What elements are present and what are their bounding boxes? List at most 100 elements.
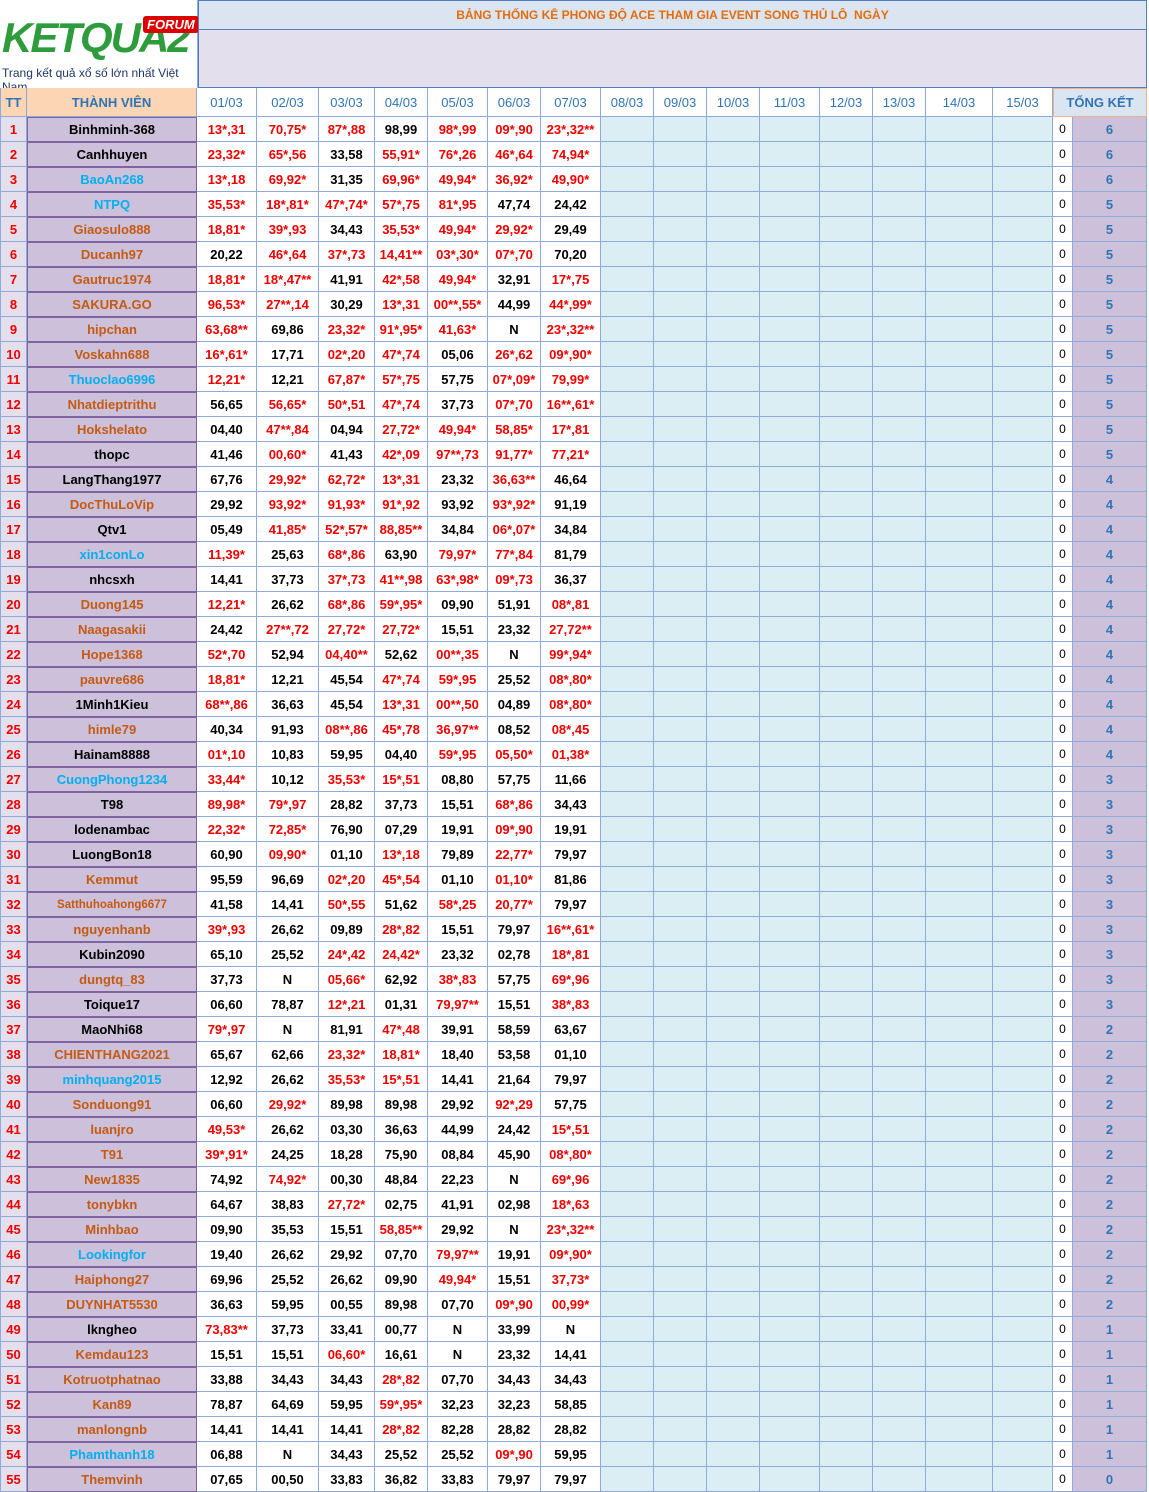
empty-cell: [873, 217, 926, 242]
empty-cell: [760, 617, 820, 642]
empty-cell: [873, 342, 926, 367]
result-cell: 24,42: [541, 192, 601, 217]
result-cell: 07,70: [428, 1367, 488, 1392]
result-cell: 38*,83: [541, 992, 601, 1017]
empty-cell: [820, 592, 873, 617]
result-cell: N: [257, 1442, 319, 1467]
empty-cell: [760, 167, 820, 192]
result-cell: 10,83: [257, 742, 319, 767]
empty-cell: [707, 967, 760, 992]
member-name: pauvre686: [27, 667, 197, 692]
result-cell: 09,90: [428, 592, 488, 617]
pending-count: 0: [1053, 592, 1073, 617]
row-number: 46: [0, 1242, 27, 1267]
result-cell: 25,63: [257, 542, 319, 567]
result-cell: 32,91: [488, 267, 541, 292]
member-name: Hope1368: [27, 642, 197, 667]
result-cell: 09,90: [197, 1217, 257, 1242]
result-cell: 79,97: [541, 842, 601, 867]
result-cell: 01*,10: [197, 742, 257, 767]
empty-cell: [873, 1442, 926, 1467]
empty-cell: [760, 667, 820, 692]
empty-cell: [601, 1067, 654, 1092]
empty-cell: [601, 1342, 654, 1367]
total-score: 5: [1073, 442, 1147, 467]
empty-cell: [820, 992, 873, 1017]
result-cell: 69,92*: [257, 167, 319, 192]
empty-cell: [707, 692, 760, 717]
result-cell: 79,89: [428, 842, 488, 867]
result-cell: 47*,74: [375, 392, 428, 417]
empty-cell: [926, 967, 993, 992]
empty-cell: [820, 167, 873, 192]
result-cell: 02,78: [488, 942, 541, 967]
empty-cell: [760, 567, 820, 592]
empty-cell: [654, 892, 707, 917]
member-name: Minhbao: [27, 1217, 197, 1242]
member-name: nguyenhanb: [27, 917, 197, 942]
result-cell: 26,62: [257, 1117, 319, 1142]
result-cell: 57,75: [428, 367, 488, 392]
result-cell: 15,51: [488, 1267, 541, 1292]
header-date: 08/03: [601, 88, 654, 117]
empty-cell: [760, 717, 820, 742]
result-cell: 25,52: [375, 1442, 428, 1467]
empty-cell: [601, 442, 654, 467]
empty-cell: [926, 1417, 993, 1442]
total-score: 4: [1073, 542, 1147, 567]
empty-cell: [820, 442, 873, 467]
empty-cell: [993, 517, 1053, 542]
empty-cell: [926, 992, 993, 1017]
result-cell: 29,92*: [257, 467, 319, 492]
result-cell: 27,72**: [541, 617, 601, 642]
pending-count: 0: [1053, 1392, 1073, 1417]
empty-cell: [601, 342, 654, 367]
row-number: 42: [0, 1142, 27, 1167]
empty-cell: [820, 142, 873, 167]
empty-cell: [993, 792, 1053, 817]
empty-cell: [820, 392, 873, 417]
result-cell: 53,58: [488, 1042, 541, 1067]
member-name: nhcsxh: [27, 567, 197, 592]
result-cell: 49,94*: [428, 167, 488, 192]
pending-count: 0: [1053, 1117, 1073, 1142]
result-cell: 22,23: [428, 1167, 488, 1192]
result-cell: 15,51: [319, 1217, 375, 1242]
result-cell: 34,43: [319, 1367, 375, 1392]
pending-count: 0: [1053, 1292, 1073, 1317]
total-score: 2: [1073, 1067, 1147, 1092]
empty-cell: [873, 467, 926, 492]
result-cell: 34,43: [319, 1442, 375, 1467]
empty-cell: [760, 917, 820, 942]
result-cell: 63,67: [541, 1017, 601, 1042]
pending-count: 0: [1053, 1017, 1073, 1042]
header-date: 12/03: [820, 88, 873, 117]
header-date: 13/03: [873, 88, 926, 117]
result-cell: 39*,91*: [197, 1142, 257, 1167]
total-score: 4: [1073, 517, 1147, 542]
empty-cell: [926, 117, 993, 142]
empty-cell: [601, 267, 654, 292]
result-cell: 19,91: [428, 817, 488, 842]
member-name: T98: [27, 792, 197, 817]
empty-cell: [926, 592, 993, 617]
result-cell: 14,41: [428, 1067, 488, 1092]
result-cell: 23,32: [488, 1342, 541, 1367]
empty-cell: [654, 1242, 707, 1267]
empty-cell: [873, 617, 926, 642]
total-score: 3: [1073, 817, 1147, 842]
empty-cell: [760, 542, 820, 567]
empty-cell: [993, 992, 1053, 1017]
result-cell: 45,90: [488, 1142, 541, 1167]
empty-cell: [601, 117, 654, 142]
empty-cell: [601, 1092, 654, 1117]
result-cell: 00,99*: [541, 1292, 601, 1317]
empty-cell: [601, 867, 654, 892]
header-date: 14/03: [926, 88, 993, 117]
empty-cell: [707, 892, 760, 917]
result-cell: 33,83: [428, 1467, 488, 1492]
empty-cell: [760, 117, 820, 142]
empty-cell: [707, 717, 760, 742]
empty-cell: [820, 1092, 873, 1117]
result-cell: 33,41: [319, 1317, 375, 1342]
